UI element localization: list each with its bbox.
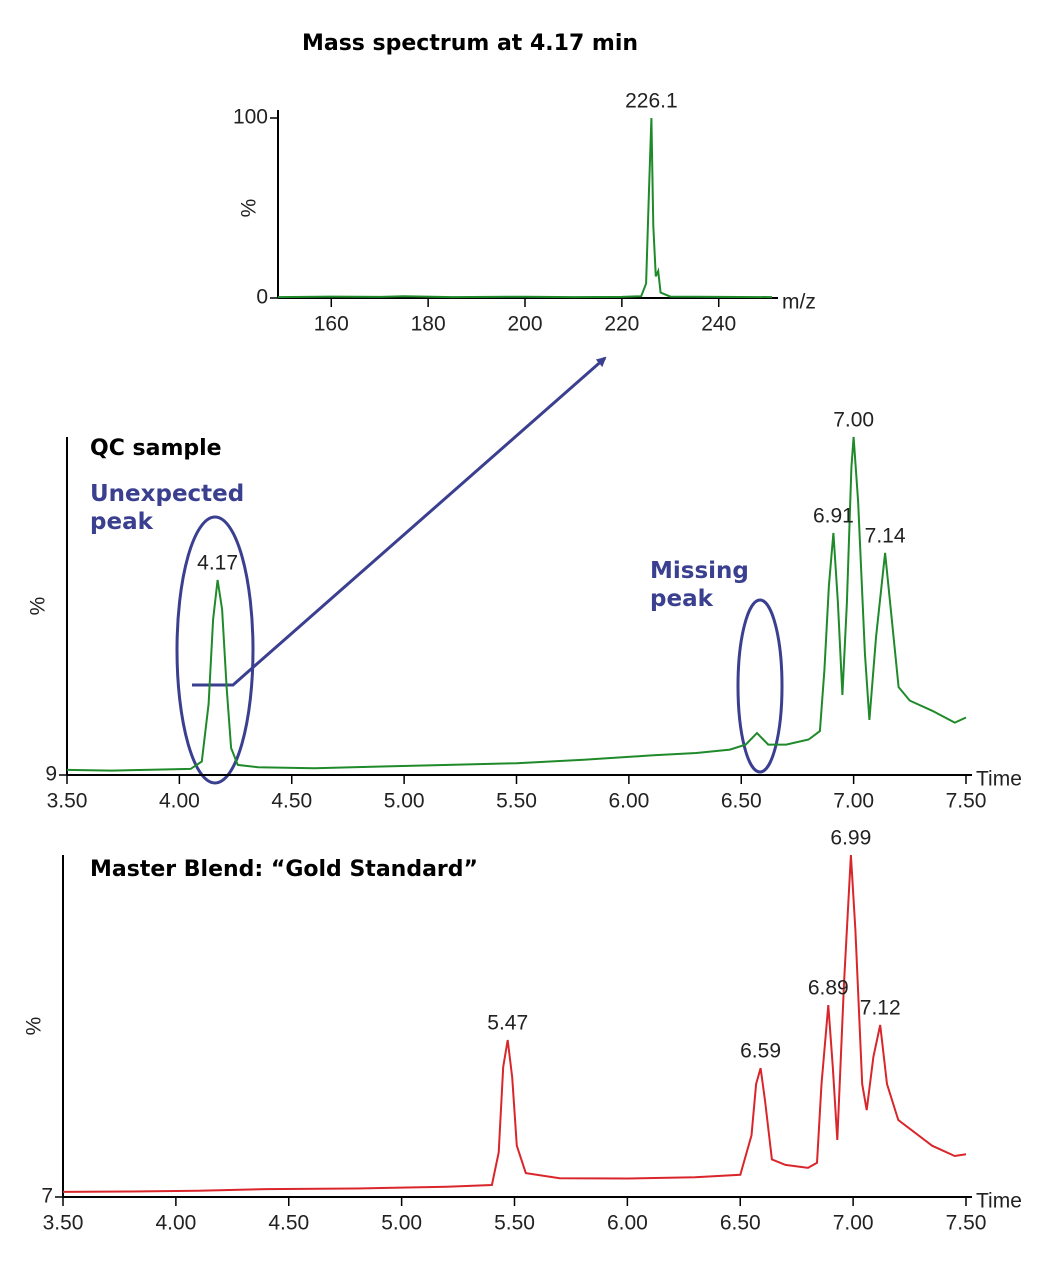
peak-label: 6.91 <box>813 505 854 528</box>
peak-label: 6.99 <box>830 827 871 850</box>
peak-label: 226.1 <box>625 90 678 113</box>
x-axis-label: Time <box>976 1190 1022 1213</box>
y-axis-label: % <box>27 597 50 616</box>
annotation: Missing peak <box>650 558 749 612</box>
highlight-ellipse <box>175 515 255 785</box>
x-tick-label: 240 <box>701 313 736 336</box>
x-tick-label: 5.00 <box>381 1212 422 1235</box>
x-tick-label: 3.50 <box>47 790 88 813</box>
x-tick-label: 200 <box>507 313 542 336</box>
annotation: Unexpected peak <box>90 481 245 535</box>
x-tick-label: 160 <box>314 313 349 336</box>
y-axis-label: % <box>238 199 261 218</box>
x-tick-label: 7.50 <box>946 1212 987 1235</box>
peak-label: 7.12 <box>860 997 901 1020</box>
peak-label: 4.17 <box>197 552 238 575</box>
x-tick-label: 5.50 <box>496 790 537 813</box>
chart-title: Mass spectrum at 4.17 min <box>302 31 638 56</box>
highlight-ellipse <box>736 598 784 774</box>
peak-label: 6.89 <box>808 977 849 1000</box>
x-tick-label: 180 <box>411 313 446 336</box>
arrow <box>192 356 607 687</box>
x-axis-label: Time <box>976 768 1022 791</box>
x-tick-label: 6.00 <box>607 1212 648 1235</box>
chromatogram-line <box>277 117 773 299</box>
y-tick-label: 7 <box>41 1185 53 1208</box>
x-tick-label: 5.50 <box>494 1212 535 1235</box>
x-tick-label: 220 <box>604 313 639 336</box>
x-tick-label: 4.50 <box>268 1212 309 1235</box>
x-tick-label: 3.50 <box>43 1212 84 1235</box>
x-axis-label: m/z <box>782 291 816 314</box>
peak-label: 5.47 <box>487 1012 528 1035</box>
x-tick-label: 6.50 <box>721 790 762 813</box>
x-tick-label: 4.00 <box>155 1212 196 1235</box>
x-tick-label: 5.00 <box>384 790 425 813</box>
peak-label: 7.00 <box>833 409 874 432</box>
x-tick-label: 7.00 <box>833 1212 874 1235</box>
x-tick-label: 4.50 <box>271 790 312 813</box>
chromatogram-line <box>66 436 967 772</box>
x-tick-label: 4.00 <box>159 790 200 813</box>
chromatogram-line <box>62 854 967 1193</box>
y-axis-label: % <box>23 1017 46 1036</box>
chart-title: QC sample <box>90 436 222 461</box>
chart-title: Master Blend: “Gold Standard” <box>90 857 478 882</box>
peak-label: 6.59 <box>740 1040 781 1063</box>
peak-label: 7.14 <box>865 524 906 547</box>
x-tick-label: 6.00 <box>608 790 649 813</box>
y-tick-label: 100 <box>233 106 268 129</box>
y-tick-label: 9 <box>45 763 57 786</box>
x-tick-label: 7.50 <box>946 790 987 813</box>
x-tick-label: 7.00 <box>833 790 874 813</box>
y-tick-label: 0 <box>256 286 268 309</box>
x-tick-label: 6.50 <box>720 1212 761 1235</box>
